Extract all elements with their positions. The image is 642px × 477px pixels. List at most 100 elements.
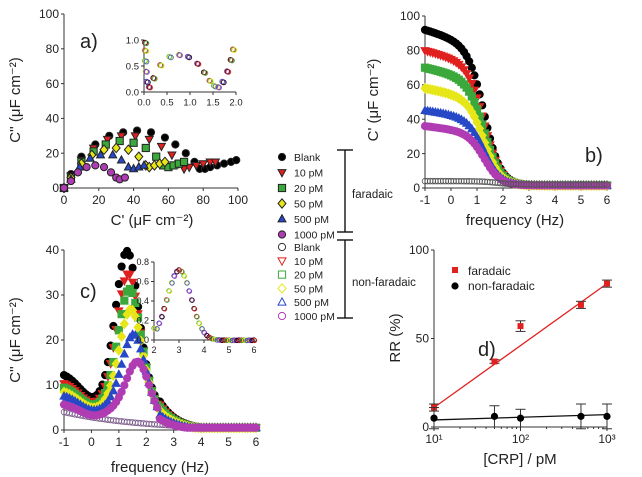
panel-c-inset-point (158, 313, 165, 319)
panel-d-legend-nonfaradaic: non-faradaic (468, 279, 535, 293)
panel-a-point (107, 149, 118, 159)
panel-a-x-tick-label: 100 (228, 193, 248, 207)
panel-a-point (181, 149, 190, 158)
panel-c-point (122, 339, 132, 349)
panel-a-point (152, 152, 161, 161)
panel-d-point (491, 358, 498, 365)
panel-a-y-label: C'' (μF cm⁻²) (7, 57, 24, 143)
panel-d-point (430, 414, 438, 422)
panel-c-inset-y-tick-label: 0.6 (136, 277, 149, 287)
panel-a-inset-point (144, 69, 150, 75)
panel-c-inset-point (252, 337, 258, 344)
panel-b-point (470, 98, 479, 107)
panel-a-point (146, 128, 156, 137)
panel-a-inset-point (143, 48, 150, 54)
panel-c-point (114, 326, 123, 335)
panel-a: 0 20 40 60 80 100 0 20 40 60 80 100 C' (μF cm⁻²) C'' … (7, 7, 248, 229)
panel-b-series (420, 105, 612, 189)
panel-c-point (119, 348, 130, 358)
panel-a-point (134, 151, 144, 163)
panel-c-inset-y-tick-label: 0.4 (136, 296, 149, 306)
panel-d-point (604, 280, 610, 287)
panel-b-point (437, 177, 444, 185)
panel-c-point (116, 359, 127, 368)
panel-d-legend-marker-nonfaradaic (451, 282, 459, 290)
panel-d: 10¹ 10² 10³ 0 50 100 [CRP] / pM RR (%) d) faradai… (387, 243, 616, 468)
panel-c-inset-point (167, 288, 173, 294)
panel-c-inset-point (181, 273, 187, 279)
panel-b-point (536, 181, 543, 188)
panel-c-inset-point (187, 288, 193, 294)
panel-c-inset-point (231, 337, 237, 343)
panel-a-point (184, 163, 195, 173)
panel-c-point (128, 288, 137, 297)
panel-c-inset-point (194, 314, 200, 320)
panel-d-x-label: [CRP] / pM (483, 451, 556, 468)
legend-filled-marker (277, 183, 287, 193)
panel-b-y-tick-label: 0 (413, 181, 420, 195)
panel-a-point (141, 143, 150, 153)
panel-c-y-tick-label: 30 (46, 288, 60, 302)
panel-a-inset: 0.0 0.5 1.0 1.5 2.0 0.0 0.5 1.0 (126, 35, 243, 108)
panel-c-point (120, 381, 129, 390)
panel-a-inset-point (143, 40, 150, 47)
panel-c-inset-point (166, 288, 172, 294)
panel-a-inset-point (168, 54, 174, 61)
panel-c-y-label: C'' (μF cm⁻²) (7, 297, 24, 383)
panel-c-inset-point (192, 306, 198, 312)
panel-a-point (144, 135, 155, 145)
panel-a-point (59, 183, 69, 193)
panel-c-point (114, 344, 124, 356)
panel-c-point (139, 365, 148, 374)
panel-a-inset-point (202, 70, 209, 76)
panel-a-inset-point (195, 61, 202, 67)
panel-c-inset-x-tick-label: 6 (251, 345, 256, 355)
panel-d-y-label: RR (%) (387, 313, 404, 362)
panel-b-point (440, 177, 447, 185)
panel-c-inset-point (168, 279, 175, 286)
panel-c-point (120, 296, 129, 305)
panel-c-inset-point (162, 306, 168, 312)
panel-c-point (108, 370, 118, 382)
panel-c-inset-point (213, 336, 220, 343)
panel-a-inset-y-tick-label: 0.0 (126, 87, 139, 98)
panel-c-point (125, 251, 134, 260)
panel-a-point (130, 132, 141, 142)
panel-c-inset-x-tick-label: 5 (226, 345, 231, 355)
panel-c-inset-point (152, 326, 158, 332)
panel-c-point (128, 263, 137, 272)
panel-a-inset-point (225, 69, 232, 75)
panel-a-inset-point (186, 54, 193, 61)
panel-c-inset-x-tick-label: 3 (176, 345, 181, 355)
panel-c-inset-point (197, 320, 203, 327)
panel-a-point (210, 158, 221, 168)
panel-c-point (251, 423, 261, 432)
panel-a-point (129, 138, 138, 147)
panel-c-point (119, 318, 129, 330)
panel-a-inset-point (152, 75, 158, 82)
panel-c-inset-point (172, 273, 178, 279)
panel-c-inset-point (248, 337, 255, 343)
panel-d-y-tick-label: 100 (409, 243, 429, 257)
panel-a-y-tick-label: 60 (46, 77, 60, 91)
panel-b-point (588, 181, 595, 188)
panel-c-point (125, 270, 135, 280)
panel-b-point (562, 181, 569, 188)
panel-c-inset-point (159, 314, 165, 320)
panel-b-point (427, 177, 434, 185)
panel-a-inset-x-tick-label: 1.0 (183, 98, 196, 109)
panel-c-inset-point (211, 336, 217, 342)
panel-c-point (127, 278, 138, 288)
panel-c-y-tick-label: 40 (46, 243, 60, 257)
panel-a-point (191, 162, 202, 171)
panel-a-point (160, 156, 170, 168)
panel-a-inset-x-tick-label: 0.5 (160, 98, 173, 109)
panel-a-y-tick-label: 100 (39, 7, 59, 21)
panel-a-point (91, 161, 100, 170)
legend-open-marker (277, 242, 287, 252)
panel-c-point (111, 378, 121, 387)
panel-c-point (142, 372, 151, 381)
panel-c-inset-point (228, 337, 235, 343)
panel-b-x-tick-label: -1 (420, 193, 431, 207)
